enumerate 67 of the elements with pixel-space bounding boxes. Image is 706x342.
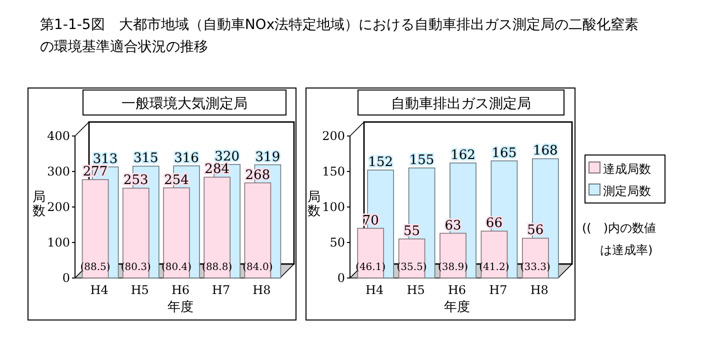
y-axis-title: 局数 <box>308 190 320 219</box>
data-label: 320 <box>214 149 240 164</box>
chart-subtitle: 一般環境大気測定局 <box>122 96 248 112</box>
data-label: 63 <box>444 218 462 234</box>
annotation: (38.9) <box>438 262 468 273</box>
x-tick-label: H5 <box>406 283 425 297</box>
data-label: 319 <box>255 150 280 165</box>
annotation: (88.5) <box>80 262 110 273</box>
annotation: (84.0) <box>242 262 273 273</box>
bar <box>122 188 150 278</box>
annotation: (41.2) <box>479 262 510 273</box>
y-tick-label: 200 <box>322 129 345 143</box>
data-label: 253 <box>123 173 148 188</box>
data-label: 316 <box>174 150 199 166</box>
x-tick-label: H5 <box>130 283 149 297</box>
bar <box>357 228 384 278</box>
x-tick-label: H6 <box>171 283 190 297</box>
y-tick-label: 50 <box>330 236 345 250</box>
data-label: 155 <box>409 152 434 168</box>
x-tick-label: H7 <box>212 283 230 297</box>
data-label: 268 <box>245 168 270 183</box>
bar <box>398 238 426 278</box>
bar <box>440 232 466 278</box>
annotation: (33.3) <box>520 262 551 273</box>
annotation: (46.1) <box>356 262 386 273</box>
x-tick-label: H6 <box>448 283 466 297</box>
x-axis-title: 年度 <box>444 299 470 315</box>
chart-subtitle: 自動車排出ガス測定局 <box>391 96 531 112</box>
bar <box>244 182 272 278</box>
legend-label: 達成局数 <box>603 162 651 176</box>
data-label: 162 <box>450 148 476 163</box>
x-tick-label: H8 <box>530 283 548 297</box>
x-tick-label: H4 <box>366 283 384 297</box>
annotation: (35.5) <box>396 262 427 273</box>
annotation: (80.3) <box>120 262 152 273</box>
data-label: 56 <box>527 223 544 238</box>
y-tick-label: 0 <box>62 271 70 285</box>
text: 第1-1-5図 大都市地域（自動車NOx法特定地域）における自動車排出ガス測定局の二酸化窒素の環境基準適合状況の推移 <box>40 16 640 57</box>
y-tick-label: 400 <box>47 129 70 143</box>
bar <box>204 176 230 278</box>
x-axis-title: 年度 <box>168 299 194 315</box>
bar <box>82 179 109 278</box>
bar <box>163 187 190 278</box>
data-label: 55 <box>404 224 420 239</box>
annotation: (88.8) <box>202 262 232 273</box>
y-tick-label: 100 <box>47 236 70 250</box>
data-label: 152 <box>368 155 394 170</box>
y-tick-label: 300 <box>47 164 70 178</box>
x-tick-label: H4 <box>90 283 109 297</box>
data-label: 284 <box>204 162 230 178</box>
y-tick-label: 150 <box>322 164 345 178</box>
x-tick-label: H8 <box>252 283 271 297</box>
bar <box>480 230 508 278</box>
y-tick-label: 100 <box>322 200 345 214</box>
y-axis-title: 局数 <box>32 190 46 219</box>
annotation: (80.4) <box>161 262 192 273</box>
data-label: 165 <box>492 146 517 161</box>
y-tick-label: 0 <box>337 271 345 285</box>
data-label: 315 <box>133 151 158 166</box>
text: (( )内の数値は達成率) <box>582 221 656 257</box>
data-label: 168 <box>532 144 558 159</box>
bar <box>522 238 549 278</box>
y-tick-label: 200 <box>47 200 70 214</box>
x-tick-label: H7 <box>489 283 508 297</box>
data-label: 254 <box>164 172 189 188</box>
legend-label: 測定局数 <box>603 184 651 198</box>
data-label: 66 <box>486 216 502 232</box>
